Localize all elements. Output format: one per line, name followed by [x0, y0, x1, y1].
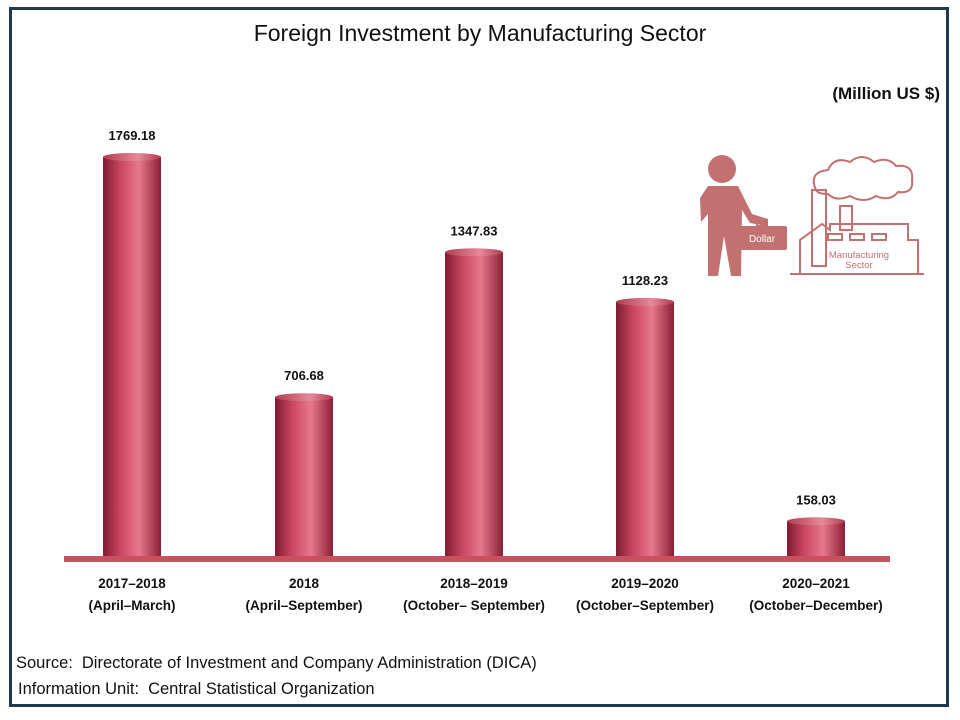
source-text: Directorate of Investment and Company Ad…: [81, 654, 537, 672]
source-label: Source:: [16, 654, 73, 672]
category-sublabel: (October– September): [403, 598, 545, 613]
factory-label-2: Sector: [845, 260, 872, 271]
info-note: Information Unit: Central Statistical Org…: [18, 680, 384, 699]
bar: [616, 297, 674, 557]
info-text: Central Statistical Organization: [148, 680, 375, 698]
source-note: Source: Directorate of Investment and Com…: [16, 654, 546, 673]
unit-label: (Million US $): [832, 84, 940, 103]
category-label: 2018–2019: [440, 576, 508, 591]
value-label: 1128.23: [622, 273, 668, 288]
category-sublabel: (October–September): [576, 598, 714, 613]
category-label: 2018: [289, 576, 320, 591]
value-label: 706.68: [284, 368, 324, 383]
category-sublabel: (April–March): [88, 598, 175, 613]
businessman-icon: [700, 155, 768, 276]
category-label: 2019–2020: [611, 576, 679, 591]
category-sublabel: (October–December): [749, 598, 883, 613]
bar: [787, 517, 845, 557]
value-label: 1347.83: [451, 223, 498, 238]
baseline: [64, 556, 890, 562]
chart-title: Foreign Investment by Manufacturing Sect…: [253, 20, 707, 46]
category-label: 2020–2021: [782, 576, 850, 591]
category-sublabel: (April–September): [245, 598, 362, 613]
briefcase-label: Dollar: [749, 234, 776, 245]
factory-icon: [790, 156, 924, 275]
bar: [445, 248, 503, 557]
chart-frame: [9, 7, 949, 707]
bar: [103, 153, 161, 557]
bar: [275, 393, 333, 557]
briefcase-icon: Dollar: [737, 219, 787, 250]
value-label: 1769.18: [109, 128, 156, 143]
category-label: 2017–2018: [98, 576, 166, 591]
value-label: 158.03: [796, 492, 836, 507]
factory-label-1: Manufacturing: [829, 250, 889, 261]
info-label: Information Unit:: [18, 680, 140, 698]
